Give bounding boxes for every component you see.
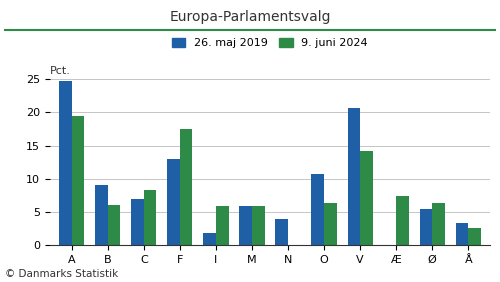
- Legend: 26. maj 2019, 9. juni 2024: 26. maj 2019, 9. juni 2024: [172, 38, 368, 49]
- Bar: [252, 206, 264, 245]
- Bar: [72, 116, 85, 245]
- Bar: [108, 205, 120, 245]
- Bar: [95, 185, 108, 245]
- Text: Europa-Parlamentsvalg: Europa-Parlamentsvalg: [169, 10, 331, 24]
- Bar: [167, 159, 180, 245]
- Bar: [432, 203, 445, 245]
- Bar: [468, 228, 481, 245]
- Bar: [348, 108, 360, 245]
- Text: © Danmarks Statistik: © Danmarks Statistik: [5, 269, 118, 279]
- Bar: [204, 233, 216, 245]
- Bar: [420, 209, 432, 245]
- Text: Pct.: Pct.: [50, 66, 71, 76]
- Bar: [180, 129, 192, 245]
- Bar: [396, 196, 409, 245]
- Bar: [131, 199, 144, 245]
- Bar: [240, 206, 252, 245]
- Bar: [144, 190, 156, 245]
- Bar: [312, 174, 324, 245]
- Bar: [59, 81, 72, 245]
- Bar: [360, 151, 373, 245]
- Bar: [324, 203, 336, 245]
- Bar: [276, 219, 288, 245]
- Bar: [216, 206, 228, 245]
- Bar: [456, 223, 468, 245]
